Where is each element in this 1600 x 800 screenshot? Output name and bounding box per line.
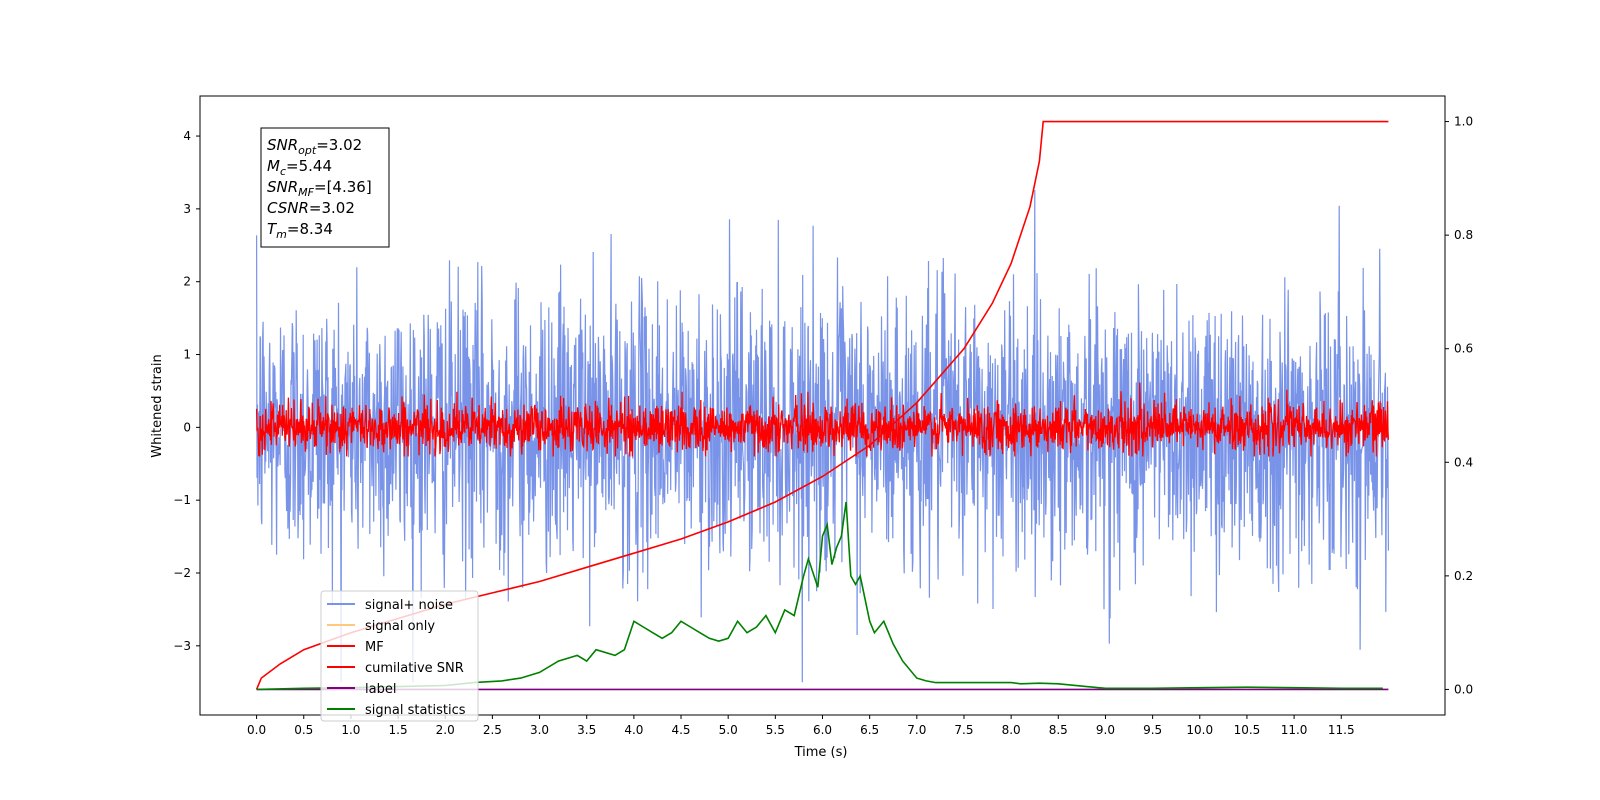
x-tick-label: 4.5: [671, 723, 690, 737]
y-tick-label: −1: [173, 493, 191, 507]
legend-entry: cumilative SNR: [365, 661, 464, 676]
y-tick-label: 4: [183, 129, 191, 143]
x-tick-label: 7.0: [907, 723, 926, 737]
y-tick-label: 0: [183, 420, 191, 434]
x-tick-label: 2.0: [436, 723, 455, 737]
x-tick-label: 9.0: [1096, 723, 1115, 737]
x-tick-label: 3.5: [577, 723, 596, 737]
x-tick-label: 8.5: [1049, 723, 1068, 737]
x-axis-label: Time (s): [794, 745, 848, 760]
info-box: SNRopt=3.02Mc=5.44SNRMF=[4.36]CSNR=3.02T…: [261, 128, 389, 247]
legend-entry: signal statistics: [365, 703, 466, 718]
x-tick-label: 0.5: [294, 723, 313, 737]
x-tick-label: 6.0: [813, 723, 832, 737]
y2-tick-label: 0.6: [1454, 342, 1473, 356]
x-tick-label: 5.0: [719, 723, 738, 737]
y-axis-label: Whitened strain: [150, 354, 165, 457]
info-line: Mc=5.44: [267, 157, 332, 178]
x-tick-label: 1.0: [341, 723, 360, 737]
legend-entry: signal+ noise: [365, 598, 453, 613]
x-tick-label: 0.0: [247, 723, 266, 737]
info-line: CSNR=3.02: [267, 199, 355, 217]
legend-entry: signal only: [365, 619, 435, 634]
legend: signal+ noise signal only MF cumilative SNR…: [321, 591, 478, 721]
legend-entry: MF: [365, 640, 384, 655]
x-tick-label: 10.0: [1186, 723, 1213, 737]
x-tick-label: 1.5: [389, 723, 408, 737]
x-tick-label: 6.5: [860, 723, 879, 737]
y2-tick-label: 0.2: [1454, 569, 1473, 583]
y-tick-label: 3: [183, 202, 191, 216]
x-tick-label: 7.5: [954, 723, 973, 737]
x-tick-label: 11.5: [1328, 723, 1355, 737]
x-tick-label: 9.5: [1143, 723, 1162, 737]
y-tick-label: 2: [183, 275, 191, 289]
y-tick-label: −3: [173, 639, 191, 653]
info-line: SNRMF=[4.36]: [267, 178, 372, 199]
x-tick-label: 2.5: [483, 723, 502, 737]
y-tick-label: 1: [183, 348, 191, 362]
x-tick-label: 8.0: [1002, 723, 1021, 737]
y2-tick-label: 0.0: [1454, 682, 1473, 696]
y2-tick-label: 0.4: [1454, 455, 1473, 469]
y2-tick-label: 0.8: [1454, 228, 1473, 242]
x-tick-label: 5.5: [766, 723, 785, 737]
y2-tick-label: 1.0: [1454, 115, 1473, 129]
x-tick-label: 10.5: [1234, 723, 1261, 737]
y-tick-label: −2: [173, 566, 191, 580]
legend-entry: label: [365, 682, 396, 697]
x-tick-label: 11.0: [1281, 723, 1308, 737]
x-tick-label: 4.0: [624, 723, 643, 737]
x-tick-label: 3.0: [530, 723, 549, 737]
